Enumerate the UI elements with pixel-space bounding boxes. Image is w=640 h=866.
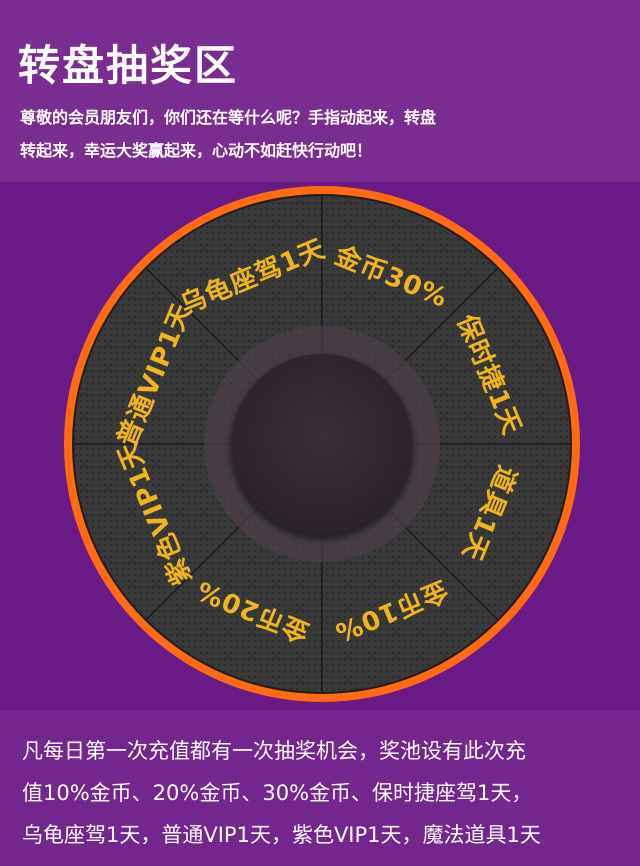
- rules-text-line2: 值10%金币、20%金币、30%金币、保时捷座驾1天，: [22, 781, 533, 805]
- rules-text-line1: 凡每日第一次充值都有一次抽奖机会，奖池设有此次充: [22, 739, 526, 763]
- intro-text-line2: 转起来，幸运大奖赢起来，心动不如赶快行动吧！: [20, 141, 373, 160]
- wheel-area: 金币30% 保时捷1天 道具1天 金币10% 金币20% 紫色VIP1天 普通VIP1天 乌龟…: [0, 182, 640, 710]
- rules-text-line3: 乌龟座驾1天，普通VIP1天，紫色VIP1天，魔法道具1天: [22, 823, 541, 847]
- rules-panel: [0, 710, 640, 866]
- intro-text-line1: 尊敬的会员朋友们，你们还在等什么呢？手指动起来，转盘: [20, 108, 437, 127]
- prize-wheel[interactable]: 金币30%保时捷1天道具1天金币10%金币20%紫色VIP1天普通VIP1天乌龟…: [0, 182, 640, 710]
- wheel-hub[interactable]: [232, 354, 412, 534]
- wheel-body: 金币30%保时捷1天道具1天金币10%金币20%紫色VIP1天普通VIP1天乌龟…: [64, 186, 580, 702]
- page-title: 转盘抽奖区: [18, 41, 239, 90]
- header-panel: 转盘抽奖区 尊敬的会员朋友们，你们还在等什么呢？手指动起来，转盘 转起来，幸运大…: [0, 0, 640, 182]
